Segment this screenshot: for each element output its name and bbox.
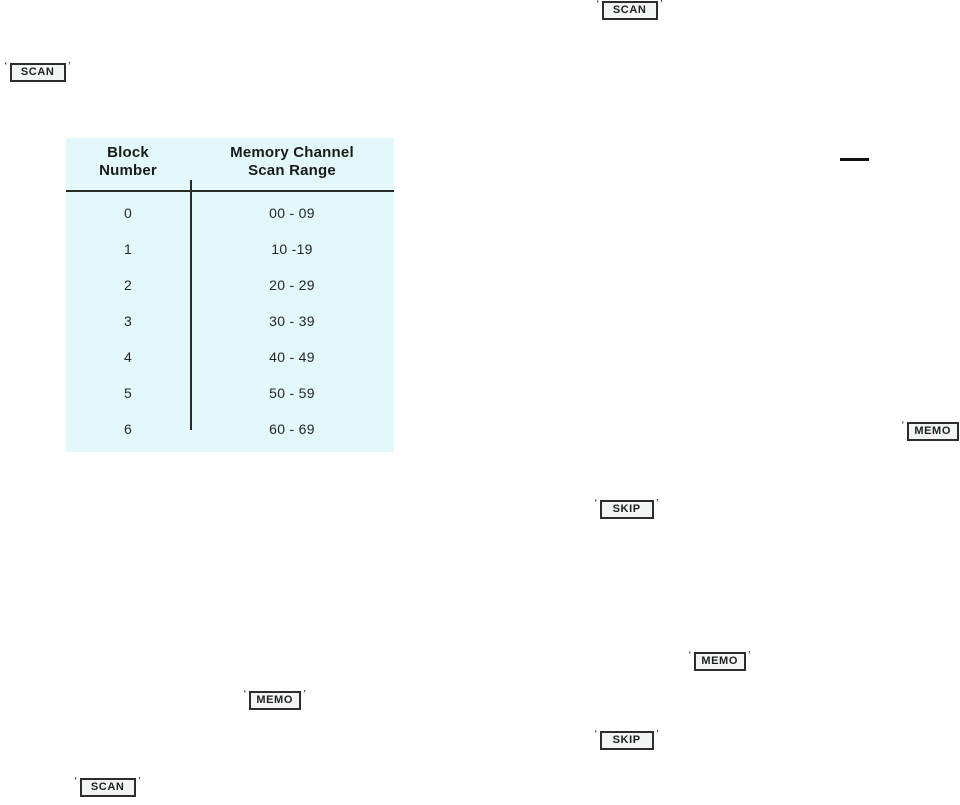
key-bezel: MEMO bbox=[248, 691, 301, 710]
cell-block-number: 4 bbox=[123, 349, 133, 365]
table-body: 0 00 - 09 1 10 -19 2 20 - 29 3 30 - 39 4 40 - 49 5… bbox=[66, 195, 394, 447]
cell-scan-range: 10 -19 bbox=[271, 241, 313, 257]
table-header-row: Block Number Memory Channel Scan Range bbox=[66, 138, 394, 191]
key-tick-left-icon: ‘ bbox=[901, 419, 905, 431]
cell-scan-range: 00 - 09 bbox=[269, 205, 315, 221]
column-header-block-number-line2: Number bbox=[99, 162, 157, 179]
column-header-scan-range-line2: Scan Range bbox=[248, 162, 336, 179]
cell-block-number: 3 bbox=[123, 313, 133, 329]
cell-scan-range: 50 - 59 bbox=[269, 385, 315, 401]
key-tick-right-icon: ’ bbox=[747, 649, 752, 661]
key-label: SKIP bbox=[612, 734, 641, 746]
cell-scan-range: 30 - 39 bbox=[269, 313, 315, 329]
key-tick-right-icon: ’ bbox=[659, 0, 664, 10]
key-tick-left-icon: ‘ bbox=[594, 728, 598, 740]
key-bezel: SCAN bbox=[9, 63, 66, 82]
memory-channel-block-table: Block Number Memory Channel Scan Range 0… bbox=[66, 138, 394, 452]
column-header-block-number: Block Number bbox=[66, 138, 190, 191]
key-button-scan-bottom[interactable]: ‘ SCAN ’ bbox=[74, 775, 142, 797]
key-tick-right-icon: ’ bbox=[302, 688, 307, 700]
key-bezel: MEMO bbox=[906, 422, 959, 441]
key-label: MEMO bbox=[701, 655, 738, 667]
key-tick-left-icon: ‘ bbox=[594, 497, 598, 509]
cell-block-number: 1 bbox=[123, 241, 133, 257]
column-header-scan-range: Memory Channel Scan Range bbox=[190, 138, 394, 191]
cell-scan-range: 60 - 69 bbox=[269, 421, 315, 437]
key-tick-left-icon: ‘ bbox=[74, 775, 78, 787]
table-row: 1 10 -19 bbox=[66, 231, 394, 267]
key-button-memo-middle[interactable]: ‘ MEMO ’ bbox=[688, 649, 752, 671]
key-tick-right-icon: ’ bbox=[655, 497, 660, 509]
cell-scan-range: 20 - 29 bbox=[269, 277, 315, 293]
column-header-block-number-line1: Block bbox=[107, 144, 149, 161]
table-row: 3 30 - 39 bbox=[66, 303, 394, 339]
table-row: 0 00 - 09 bbox=[66, 195, 394, 231]
key-bezel: SKIP bbox=[599, 500, 654, 519]
cell-block-number: 6 bbox=[123, 421, 133, 437]
key-tick-right-icon: ’ bbox=[137, 775, 142, 787]
key-label: MEMO bbox=[914, 425, 951, 437]
key-tick-left-icon: ‘ bbox=[243, 688, 247, 700]
key-label: SCAN bbox=[612, 4, 647, 16]
key-label: SKIP bbox=[612, 503, 641, 515]
key-label: MEMO bbox=[256, 694, 293, 706]
cell-block-number: 0 bbox=[123, 205, 133, 221]
table-column-divider bbox=[190, 180, 192, 430]
key-tick-left-icon: ‘ bbox=[688, 649, 692, 661]
table-header-rule bbox=[66, 190, 394, 192]
key-label: SCAN bbox=[20, 66, 55, 78]
key-bezel: SKIP bbox=[599, 731, 654, 750]
key-tick-left-icon: ‘ bbox=[4, 60, 8, 72]
key-bezel: SCAN bbox=[601, 1, 658, 20]
table-row: 4 40 - 49 bbox=[66, 339, 394, 375]
table-row: 5 50 - 59 bbox=[66, 375, 394, 411]
column-header-scan-range-line1: Memory Channel bbox=[230, 144, 354, 161]
cell-block-number: 2 bbox=[123, 277, 133, 293]
key-button-scan-top[interactable]: ‘ SCAN ’ bbox=[596, 0, 664, 20]
key-bezel: SCAN bbox=[79, 778, 136, 797]
table-row: 2 20 - 29 bbox=[66, 267, 394, 303]
key-tick-right-icon: ’ bbox=[67, 60, 72, 72]
key-button-memo-right[interactable]: ‘MEMO’ bbox=[901, 419, 960, 441]
key-label: SCAN bbox=[90, 781, 125, 793]
key-tick-left-icon: ‘ bbox=[596, 0, 600, 10]
key-button-skip-lower[interactable]: ‘ SKIP ’ bbox=[594, 728, 660, 750]
key-button-scan-upper-left[interactable]: ‘ SCAN ’ bbox=[4, 60, 72, 82]
table-row: 6 60 - 69 bbox=[66, 411, 394, 447]
key-button-memo-lower-left[interactable]: ‘ MEMO ’ bbox=[243, 688, 307, 710]
key-bezel: MEMO bbox=[693, 652, 746, 671]
key-button-skip-upper[interactable]: ‘ SKIP ’ bbox=[594, 497, 660, 519]
cell-block-number: 5 bbox=[123, 385, 133, 401]
stray-dash-artifact bbox=[840, 158, 869, 161]
cell-scan-range: 40 - 49 bbox=[269, 349, 315, 365]
key-tick-right-icon: ’ bbox=[655, 728, 660, 740]
